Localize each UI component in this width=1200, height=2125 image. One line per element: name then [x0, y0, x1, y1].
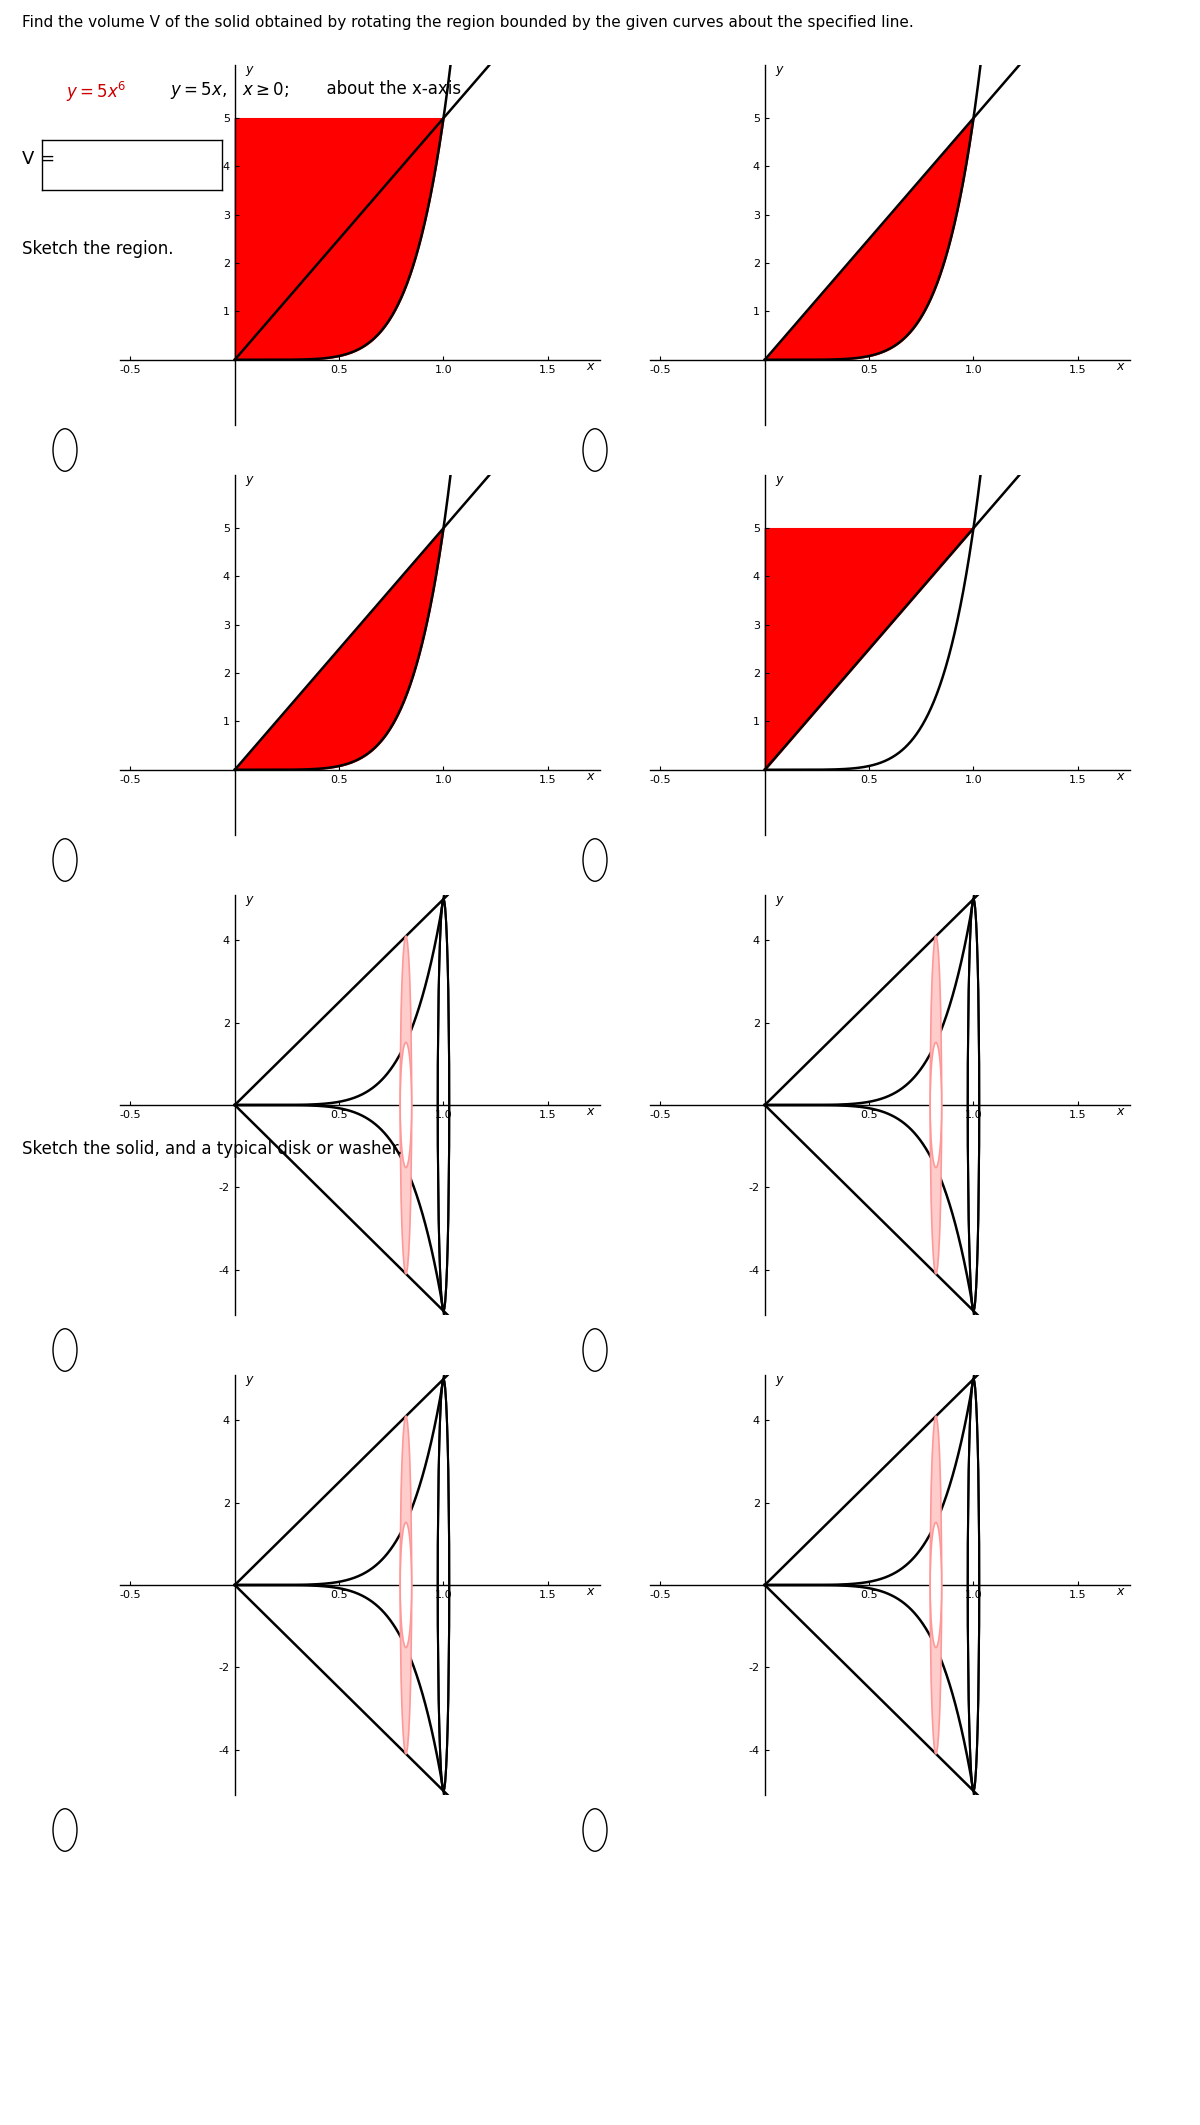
Ellipse shape [930, 1522, 942, 1647]
Text: x: x [1116, 1585, 1123, 1598]
Text: y: y [775, 892, 782, 905]
Ellipse shape [400, 1415, 412, 1753]
Ellipse shape [930, 937, 942, 1273]
Text: y: y [775, 64, 782, 76]
Text: y: y [775, 1373, 782, 1386]
Text: Find the volume V of the solid obtained by rotating the region bounded by the gi: Find the volume V of the solid obtained … [22, 15, 913, 30]
Text: x: x [1116, 771, 1123, 784]
Text: y: y [245, 892, 252, 905]
Text: x: x [586, 771, 593, 784]
Text: y: y [245, 1373, 252, 1386]
Text: y: y [245, 64, 252, 76]
Text: x: x [586, 1105, 593, 1118]
Text: x: x [586, 361, 593, 374]
Text: $x \geq 0;$: $x \geq 0;$ [242, 81, 289, 100]
Text: x: x [1116, 361, 1123, 374]
Ellipse shape [930, 1415, 942, 1753]
Ellipse shape [400, 937, 412, 1273]
Text: $y = 5x,$: $y = 5x,$ [170, 81, 227, 102]
Text: Sketch the solid, and a typical disk or washer.: Sketch the solid, and a typical disk or … [22, 1139, 402, 1158]
Text: y: y [245, 474, 252, 487]
Text: y: y [775, 474, 782, 487]
Text: x: x [586, 1585, 593, 1598]
Text: about the x-axis: about the x-axis [316, 81, 461, 98]
Text: V =: V = [22, 151, 55, 168]
Ellipse shape [400, 1522, 412, 1647]
Ellipse shape [930, 1043, 942, 1167]
Text: $y = 5x^6$: $y = 5x^6$ [66, 81, 126, 104]
Ellipse shape [400, 1043, 412, 1167]
Text: x: x [1116, 1105, 1123, 1118]
Text: Sketch the region.: Sketch the region. [22, 240, 173, 257]
